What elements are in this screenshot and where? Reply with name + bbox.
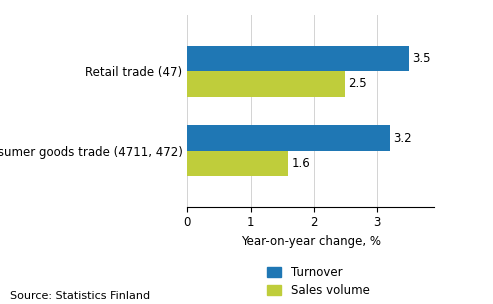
Text: 3.5: 3.5: [412, 52, 430, 65]
Bar: [187, 46, 409, 71]
X-axis label: Year-on-year change, %: Year-on-year change, %: [241, 235, 381, 248]
Text: Source: Statistics Finland: Source: Statistics Finland: [10, 291, 150, 301]
Text: 3.2: 3.2: [393, 132, 411, 145]
Text: 2.5: 2.5: [349, 77, 367, 90]
Text: 1.6: 1.6: [292, 157, 311, 170]
Legend: Turnover, Sales volume: Turnover, Sales volume: [267, 266, 370, 297]
Bar: [187, 125, 389, 151]
Bar: [187, 71, 346, 97]
Bar: [187, 151, 288, 176]
